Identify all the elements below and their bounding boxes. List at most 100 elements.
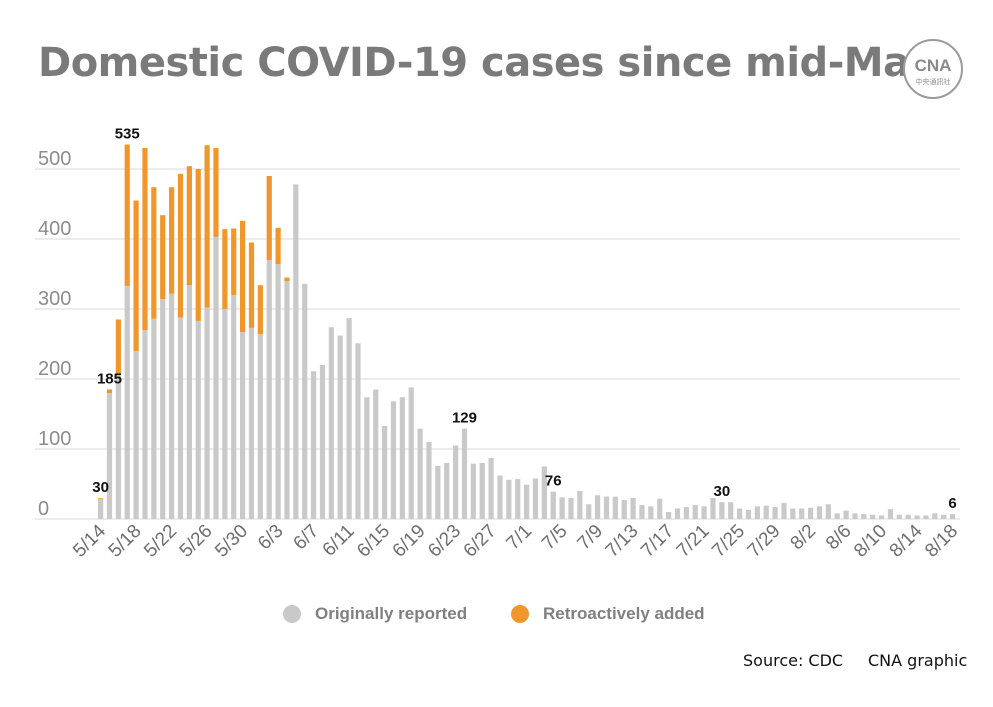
bar-retroactively-added: [142, 148, 148, 330]
bar-originally-reported: [639, 505, 645, 519]
bar-originally-reported: [657, 498, 663, 519]
source-note: Source: CDC: [743, 651, 844, 670]
data-label: 30: [714, 483, 731, 500]
bar-originally-reported: [293, 184, 299, 519]
credit-note: CNA graphic: [868, 651, 968, 670]
legend-original-label: Originally reported: [315, 604, 468, 623]
bar-retroactively-added: [240, 220, 246, 333]
x-tick-label: 5/22: [140, 521, 181, 562]
bar-originally-reported: [311, 371, 317, 519]
y-tick-label: 200: [38, 358, 71, 380]
data-label: 129: [452, 410, 477, 427]
bar-originally-reported: [390, 401, 397, 519]
bar-originally-reported: [479, 463, 485, 519]
bar-retroactively-added: [257, 285, 263, 335]
bar-originally-reported: [124, 285, 130, 519]
bar-originally-reported: [497, 475, 503, 519]
bar-originally-reported: [719, 502, 725, 519]
y-tick-label: 500: [38, 148, 71, 170]
bar-originally-reported: [106, 393, 113, 519]
bar-originally-reported: [470, 463, 476, 519]
bar-originally-reported: [444, 463, 450, 519]
bar-originally-reported: [879, 515, 885, 519]
data-label: 76: [545, 473, 562, 490]
x-tick-label: 6/3: [254, 521, 288, 555]
y-tick-label: 300: [38, 288, 71, 310]
bar-retroactively-added: [133, 200, 139, 351]
bar-originally-reported: [834, 513, 840, 519]
bar-originally-reported: [843, 510, 849, 519]
x-tick-label: 6/15: [353, 521, 394, 562]
data-label: 185: [97, 371, 122, 388]
x-tick-label: 6/11: [319, 521, 359, 561]
bar-originally-reported: [710, 498, 716, 519]
y-tick-label: 0: [38, 498, 49, 520]
bar-originally-reported: [754, 506, 760, 519]
bar-originally-reported: [852, 513, 858, 519]
x-tick-label: 6/19: [389, 521, 430, 562]
bar-originally-reported: [408, 387, 414, 519]
bar-retroactively-added: [106, 389, 113, 393]
bar-originally-reported: [195, 320, 201, 519]
x-tick-label: 5/26: [176, 521, 217, 562]
x-tick-label: 8/14: [886, 520, 927, 561]
bar-originally-reported: [816, 506, 823, 519]
bar-retroactively-added: [195, 169, 201, 321]
chart-title: Domestic COVID-19 cases since mid-May: [38, 40, 934, 86]
bar-originally-reported: [461, 428, 468, 519]
bar-originally-reported: [683, 507, 689, 519]
bar-originally-reported: [319, 365, 326, 519]
bar-originally-reported: [328, 327, 334, 519]
bar-originally-reported: [515, 479, 521, 519]
bar-originally-reported: [204, 307, 210, 519]
bar-retroactively-added: [124, 144, 130, 286]
bar-originally-reported: [870, 514, 876, 519]
bar-originally-reported: [426, 442, 432, 519]
bar-originally-reported: [302, 283, 308, 519]
bar-originally-reported: [745, 509, 752, 519]
bar-retroactively-added: [284, 277, 290, 281]
bar-originally-reported: [382, 425, 388, 519]
x-tick-label: 7/29: [744, 521, 785, 562]
bar-retroactively-added: [186, 166, 192, 286]
bar-originally-reported: [115, 374, 121, 519]
bar-originally-reported: [364, 397, 370, 519]
bar-originally-reported: [772, 507, 778, 519]
bar-originally-reported: [169, 293, 175, 519]
bar-originally-reported: [506, 479, 512, 519]
bar-originally-reported: [177, 317, 184, 519]
legend-original-dot: [283, 605, 301, 623]
bar-originally-reported: [763, 505, 769, 519]
bar-retroactively-added: [115, 319, 121, 375]
bar-originally-reported: [231, 295, 237, 519]
x-tick-label: 5/30: [211, 521, 252, 562]
bar-originally-reported: [417, 428, 423, 519]
x-tick-label: 7/13: [602, 521, 643, 562]
bar-originally-reported: [737, 508, 743, 519]
x-tick-label: 8/10: [850, 521, 891, 562]
x-tick-label: 7/1: [503, 521, 537, 555]
bar-retroactively-added: [169, 187, 175, 294]
bar-originally-reported: [621, 500, 627, 519]
cna-logo-icon: CNA 中央通訊社: [903, 39, 963, 99]
x-tick-label: 7/5: [538, 521, 572, 555]
bar-originally-reported: [728, 502, 734, 519]
bar-originally-reported: [98, 498, 104, 519]
bar-originally-reported: [914, 515, 920, 519]
bar-originally-reported: [790, 508, 796, 519]
bar-originally-reported: [257, 334, 263, 519]
bar-originally-reported: [612, 496, 618, 519]
bar-originally-reported: [701, 506, 707, 519]
bar-originally-reported: [488, 458, 494, 519]
x-tick-label: 8/18: [921, 521, 962, 562]
bar-originally-reported: [674, 508, 681, 519]
bar-retroactively-added: [222, 229, 228, 309]
bar-originally-reported: [275, 264, 281, 519]
bar-originally-reported: [337, 335, 343, 519]
bar-originally-reported: [373, 389, 379, 519]
bar-originally-reported: [240, 332, 246, 519]
logo-subtext: 中央通訊社: [916, 77, 951, 86]
bar-originally-reported: [222, 309, 228, 519]
bar-originally-reported: [941, 514, 947, 519]
